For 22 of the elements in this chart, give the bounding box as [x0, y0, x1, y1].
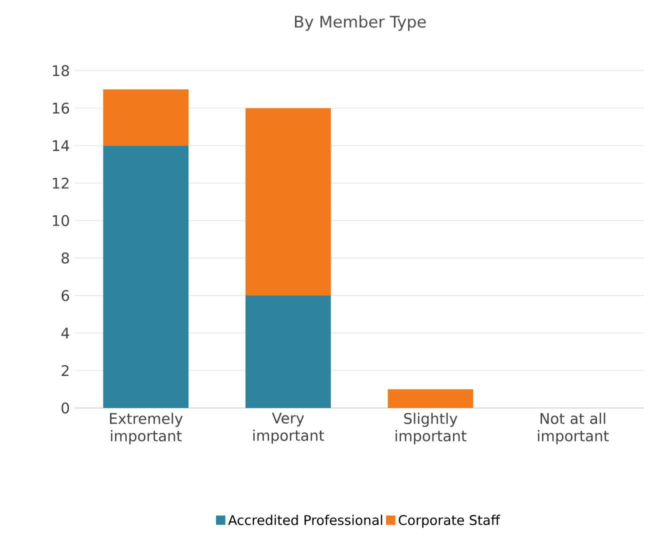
y-tick-label: 16 — [52, 102, 70, 114]
y-tick-label: 8 — [62, 252, 69, 264]
bar — [245, 108, 331, 296]
y-tick-label: 14 — [52, 140, 70, 151]
y-tick-label: 4 — [61, 328, 70, 338]
y-tick-label: 6 — [62, 290, 70, 302]
y-tick-label: 18 — [52, 65, 69, 76]
y-tick-label: 10 — [52, 215, 69, 226]
x-tick-label: Very important — [253, 412, 324, 444]
legend-label: Accredited Professional — [228, 514, 382, 526]
y-tick-label: 2 — [62, 365, 68, 376]
chart-title: By Member Type — [294, 15, 426, 31]
bar — [103, 146, 189, 408]
y-tick-label: 12 — [52, 178, 68, 189]
x-tick-label: Slightly important — [396, 412, 466, 444]
bar — [245, 296, 331, 408]
x-tick-label: Extremely important — [110, 412, 183, 444]
y-tick-label: 0 — [62, 402, 69, 414]
bar — [388, 389, 474, 408]
bar — [103, 89, 189, 146]
legend-label: Corporate Staff — [398, 514, 500, 528]
x-tick-label: Not at all important — [538, 412, 609, 444]
